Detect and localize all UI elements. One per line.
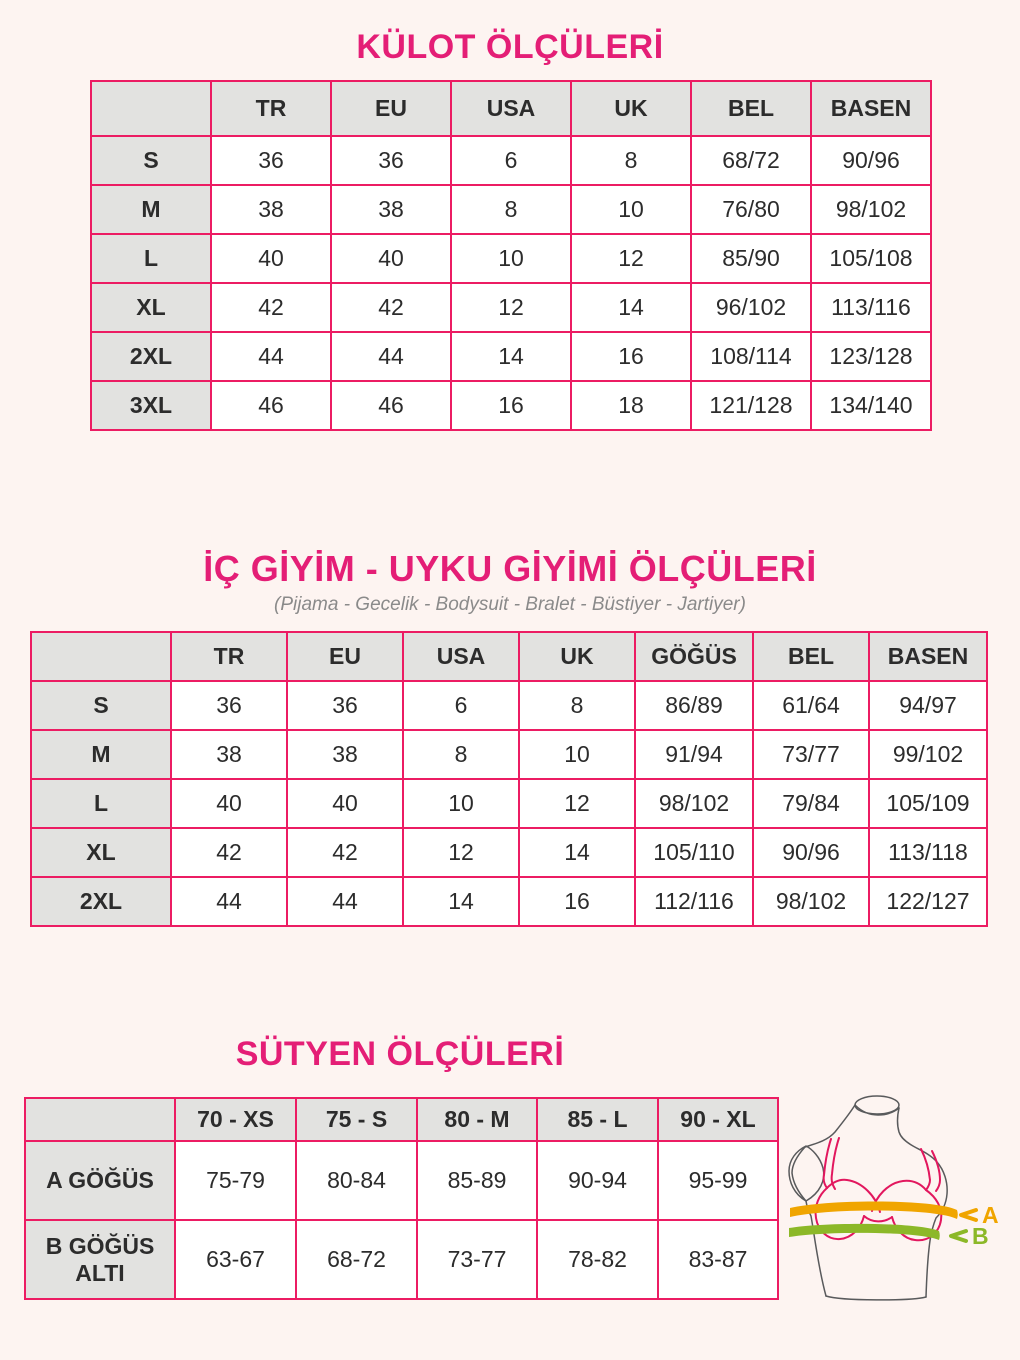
svg-text:B: B bbox=[972, 1223, 989, 1249]
